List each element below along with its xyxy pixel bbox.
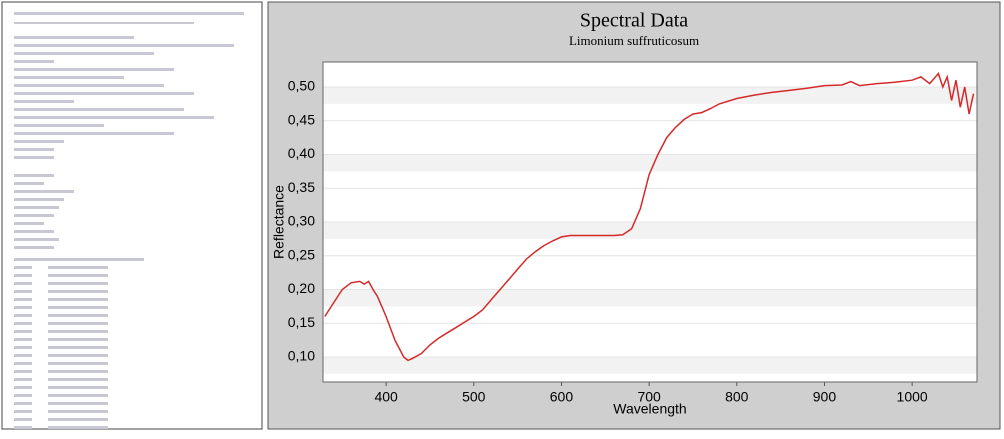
row-cell xyxy=(48,418,108,421)
text-panel xyxy=(1,1,263,430)
row-cell xyxy=(48,266,108,269)
row-cell xyxy=(14,410,32,413)
grid-band xyxy=(323,289,977,307)
grid-band xyxy=(323,222,977,239)
row-cell xyxy=(14,362,32,365)
y-tick-label: 0,30 xyxy=(288,213,315,229)
row-cell xyxy=(14,330,32,333)
row-cell xyxy=(48,346,108,349)
row-cell xyxy=(48,370,108,373)
row-cell xyxy=(48,282,108,285)
row-cell xyxy=(14,402,32,405)
row-cell xyxy=(14,418,32,421)
row-cell xyxy=(14,314,32,317)
row-cell xyxy=(14,426,32,429)
x-tick-label: 400 xyxy=(374,389,398,405)
row-cell xyxy=(48,306,108,309)
row-cell xyxy=(14,266,32,269)
row-cell xyxy=(14,386,32,389)
row-cell xyxy=(48,426,108,429)
plot-frame xyxy=(322,61,978,383)
row-cell xyxy=(48,330,108,333)
row-cell xyxy=(48,410,108,413)
row-cell xyxy=(48,322,108,325)
y-tick-label: 0,20 xyxy=(288,280,315,296)
y-tick-label: 0,10 xyxy=(288,348,315,364)
row-cell xyxy=(14,378,32,381)
x-tick-label: 800 xyxy=(725,389,749,405)
x-tick-label: 500 xyxy=(462,389,486,405)
row-cell xyxy=(48,394,108,397)
row-cell xyxy=(14,282,32,285)
row-cell xyxy=(48,386,108,389)
row-cell xyxy=(14,338,32,341)
x-tick-label: 600 xyxy=(550,389,574,405)
y-tick-label: 0,45 xyxy=(288,111,315,127)
row-cell xyxy=(48,362,108,365)
row-cell xyxy=(14,354,32,357)
grid-band xyxy=(323,154,977,172)
x-axis-label: Wavelength xyxy=(613,401,686,417)
row-cell xyxy=(14,290,32,293)
row-cell xyxy=(14,306,32,309)
illegible-text xyxy=(14,12,244,261)
chart-title: Spectral Data xyxy=(580,10,688,32)
row-cell xyxy=(48,290,108,293)
row-cell xyxy=(48,298,108,301)
row-cell xyxy=(48,274,108,277)
row-cell xyxy=(14,346,32,349)
grid-band xyxy=(323,86,977,104)
row-cell xyxy=(48,402,108,405)
y-tick-label: 0,50 xyxy=(288,78,315,94)
row-cell xyxy=(14,274,32,277)
row-cell xyxy=(48,338,108,341)
row-cell xyxy=(14,298,32,301)
row-cell xyxy=(48,314,108,317)
y-tick-label: 0,25 xyxy=(288,246,315,262)
y-tick-label: 0,40 xyxy=(288,145,315,161)
chart-subtitle: Limonium suffruticosum xyxy=(569,33,699,48)
row-cell xyxy=(14,394,32,397)
row-cell xyxy=(14,322,32,325)
y-tick-label: 0,35 xyxy=(288,179,315,195)
x-tick-label: 700 xyxy=(637,389,661,405)
data-line xyxy=(324,72,975,362)
y-axis-label: Reflectance xyxy=(271,185,287,259)
row-cell xyxy=(48,378,108,381)
row-cell xyxy=(48,354,108,357)
row-cell xyxy=(14,370,32,373)
x-tick-label: 1000 xyxy=(897,389,928,405)
x-tick-label: 900 xyxy=(813,389,837,405)
y-tick-label: 0,15 xyxy=(288,314,315,330)
illegible-rows xyxy=(14,266,108,429)
grid-band xyxy=(323,357,977,374)
